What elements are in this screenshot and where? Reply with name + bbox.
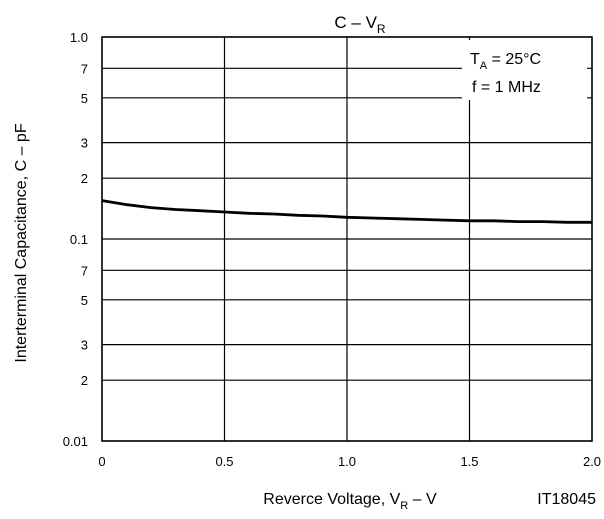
plot-frame: [101, 36, 593, 442]
figure-id: IT18045: [537, 491, 596, 508]
y-tick-label-7: 3: [81, 136, 88, 151]
annotation-temp: TA = 25°C: [470, 51, 541, 72]
chart-title-sub: R: [377, 22, 386, 36]
y-tick-label-8: 5: [81, 91, 88, 106]
x-tick-labels: 0 0.5 1.0 1.5 2.0: [98, 454, 601, 469]
annotation-box: [462, 40, 587, 100]
annotation-temp-tail: = 25°C: [487, 51, 541, 68]
x-tick-label-3: 1.5: [460, 454, 478, 469]
annotation-temp-main: T: [470, 51, 480, 68]
y-tick-label-5: 0.1: [70, 232, 88, 247]
series-line-0: [101, 199, 592, 224]
y-tick-label-1: 2: [81, 373, 88, 388]
x-axis-label: Reverce Voltage, VR – V: [263, 491, 437, 512]
annotation-freq: f = 1 MHz: [472, 79, 541, 96]
y-tick-label-10: 1.0: [70, 30, 88, 45]
x-axis-label-sub: R: [400, 500, 408, 512]
y-tick-label-0: 0.01: [63, 434, 88, 449]
y-tick-label-3: 5: [81, 293, 88, 308]
x-tick-label-2: 1.0: [338, 454, 356, 469]
curve-group: [101, 199, 592, 224]
y-tick-label-2: 3: [81, 338, 88, 353]
x-tick-label-0: 0: [98, 454, 105, 469]
y-tick-label-9: 7: [81, 61, 88, 76]
y-axis-label: Interterminal Capacitance, C – pF: [13, 123, 30, 362]
chart-title-main: C – V: [334, 13, 377, 32]
x-tick-label-4: 2.0: [583, 454, 601, 469]
x-axis-label-main: Reverce Voltage, V: [263, 491, 400, 508]
y-tick-labels: 0.01 2 3 5 7 0.1 2 3 5 7 1.0: [63, 30, 88, 449]
y-tick-label-4: 7: [81, 263, 88, 278]
chart-title: C – VR: [334, 13, 386, 36]
x-axis-label-tail: – V: [408, 491, 437, 508]
x-tick-label-1: 0.5: [215, 454, 233, 469]
y-tick-label-6: 2: [81, 171, 88, 186]
annotation-temp-sub: A: [480, 60, 488, 72]
